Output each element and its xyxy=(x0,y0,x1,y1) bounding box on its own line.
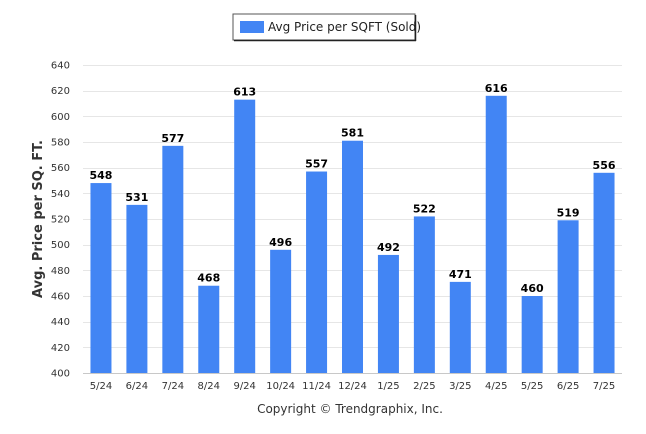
x-tick-label: 8/24 xyxy=(198,381,220,392)
y-tick-label: 640 xyxy=(51,61,70,72)
bar xyxy=(234,99,256,374)
bar xyxy=(342,140,363,373)
legend-label: Avg Price per SQFT (Sold) xyxy=(268,20,421,34)
data-label: 522 xyxy=(413,202,436,215)
data-label: 577 xyxy=(161,132,184,145)
y-tick-label: 620 xyxy=(51,86,70,97)
x-tick-label: 5/25 xyxy=(521,381,543,392)
data-label: 557 xyxy=(305,158,328,171)
x-tick-label: 3/25 xyxy=(449,381,471,392)
x-tick-label: 2/25 xyxy=(413,381,435,392)
bar xyxy=(270,249,292,373)
data-label: 471 xyxy=(449,268,472,281)
x-axis-ticks: 5/24 6/24 7/24 8/24 9/24 10/24 11/24 12/24 1/25 2… xyxy=(90,381,616,392)
y-tick-label: 580 xyxy=(51,138,70,149)
x-tick-label: 4/25 xyxy=(485,381,507,392)
x-tick-label: 9/24 xyxy=(233,381,255,392)
data-label: 556 xyxy=(593,159,616,172)
bar xyxy=(90,183,112,373)
data-labels: 548 531 577 468 613 496 557 581 492 522 471 616 460 5… xyxy=(89,82,615,295)
y-tick-label: 600 xyxy=(51,112,70,123)
x-tick-label: 10/24 xyxy=(266,381,295,392)
data-label: 468 xyxy=(197,272,220,285)
data-label: 496 xyxy=(269,236,292,249)
bar xyxy=(377,254,399,373)
y-tick-label: 540 xyxy=(51,189,70,200)
x-tick-label: 7/25 xyxy=(593,381,615,392)
legend: Avg Price per SQFT (Sold) xyxy=(232,13,421,42)
bar xyxy=(413,216,435,373)
y-tick-label: 460 xyxy=(51,292,70,303)
bar xyxy=(449,281,471,373)
legend-swatch xyxy=(240,21,264,33)
y-tick-label: 440 xyxy=(51,317,70,328)
bar xyxy=(306,171,328,373)
y-tick-label: 420 xyxy=(51,343,70,354)
data-label: 460 xyxy=(521,282,544,295)
data-label: 519 xyxy=(557,206,580,219)
data-label: 613 xyxy=(233,86,256,99)
x-tick-label: 1/25 xyxy=(377,381,399,392)
bar xyxy=(162,145,184,373)
x-tick-label: 12/24 xyxy=(338,381,367,392)
bars xyxy=(90,95,615,374)
data-label: 492 xyxy=(377,241,400,254)
bar xyxy=(198,285,220,373)
data-label: 581 xyxy=(341,127,364,140)
data-label: 548 xyxy=(89,169,112,182)
copyright-credit: Copyright © Trendgraphix, Inc. xyxy=(257,402,443,416)
y-tick-label: 400 xyxy=(51,369,70,380)
y-tick-label: 500 xyxy=(51,240,70,251)
y-axis-ticks: 400 420 440 460 480 500 520 540 560 580 600 620 640 xyxy=(51,61,70,380)
bar xyxy=(126,204,148,373)
x-tick-label: 6/24 xyxy=(126,381,148,392)
y-tick-label: 520 xyxy=(51,215,70,226)
y-tick-label: 560 xyxy=(51,163,70,174)
x-tick-label: 5/24 xyxy=(90,381,112,392)
bar xyxy=(593,172,615,373)
bar xyxy=(485,95,507,374)
y-tick-label: 480 xyxy=(51,266,70,277)
bar xyxy=(557,220,579,373)
data-label: 531 xyxy=(125,191,148,204)
bar xyxy=(521,296,543,373)
x-tick-label: 6/25 xyxy=(557,381,579,392)
data-label: 616 xyxy=(485,82,508,95)
x-tick-label: 7/24 xyxy=(162,381,184,392)
x-tick-label: 11/24 xyxy=(302,381,331,392)
y-axis-label: Avg. Price per SQ. FT. xyxy=(31,140,46,298)
